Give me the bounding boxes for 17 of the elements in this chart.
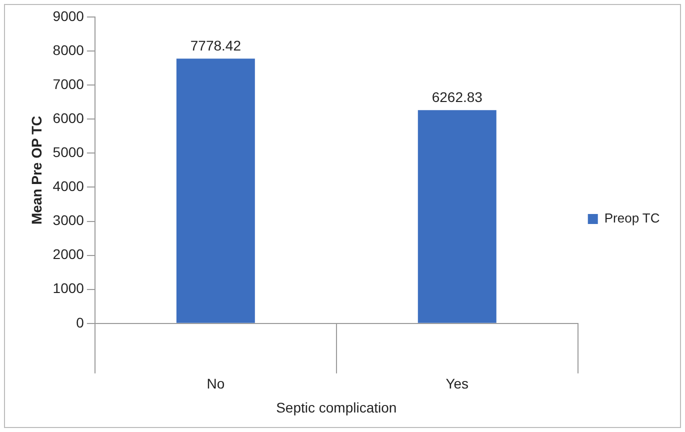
x-axis-title: Septic complication bbox=[276, 399, 397, 416]
y-tick-label: 7000 bbox=[52, 76, 84, 92]
legend-label: Preop TC bbox=[604, 210, 660, 226]
data-label: 6262.83 bbox=[432, 89, 483, 106]
y-tick-label: 4000 bbox=[52, 178, 84, 194]
x-tick-label: No bbox=[206, 376, 225, 392]
y-tick-label: 0 bbox=[76, 314, 84, 330]
y-tick-label: 9000 bbox=[52, 8, 84, 24]
y-tick-label: 2000 bbox=[52, 246, 84, 262]
y-tick-label: 1000 bbox=[52, 280, 84, 296]
x-tick-label: Yes bbox=[446, 376, 469, 392]
y-tick-label: 3000 bbox=[52, 212, 84, 228]
y-tick-label: 6000 bbox=[52, 110, 84, 126]
data-label: 7778.42 bbox=[190, 37, 242, 54]
y-tick-label: 8000 bbox=[52, 42, 84, 58]
y-axis-title: Mean Pre OP TC bbox=[28, 116, 44, 225]
y-tick-label: 5000 bbox=[52, 144, 84, 160]
